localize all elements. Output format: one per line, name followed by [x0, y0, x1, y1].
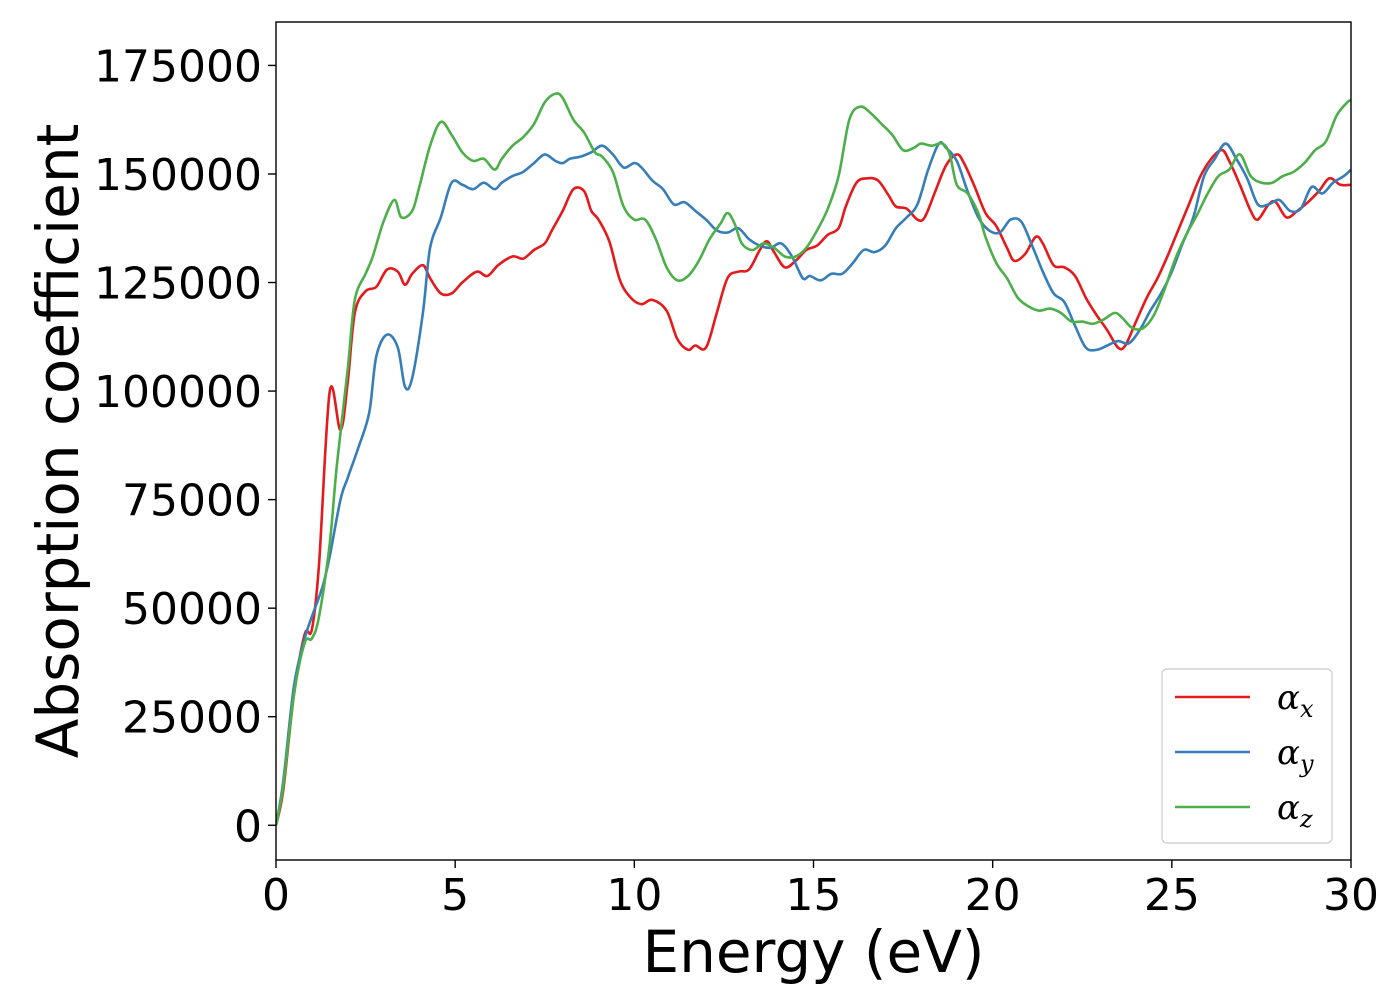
y-tick-label: 175000 — [94, 41, 262, 92]
legend-label: αy — [1277, 733, 1314, 778]
x-tick-label: 30 — [1323, 870, 1379, 921]
legend-subscript: z — [1299, 805, 1313, 833]
y-axis: 0 25000 50000 75000 100000 125000 150000 175000 — [94, 41, 276, 852]
x-tick-label: 10 — [606, 870, 662, 921]
x-tick-label: 5 — [441, 870, 469, 921]
legend-symbol: α — [1277, 678, 1300, 718]
y-tick-label: 25000 — [122, 693, 262, 744]
x-axis-title: Energy (eV) — [642, 918, 984, 986]
legend-box — [1161, 668, 1333, 844]
legend-subscript: x — [1300, 695, 1314, 723]
legend-symbol: α — [1277, 788, 1300, 828]
x-tick-label: 25 — [1144, 870, 1200, 921]
x-tick-label: 0 — [262, 870, 290, 921]
y-tick-label: 125000 — [94, 259, 262, 310]
series-line-x — [276, 148, 1351, 826]
x-tick-label: 20 — [965, 870, 1021, 921]
y-tick-label: 0 — [234, 801, 262, 852]
series-layer — [276, 92, 1351, 826]
x-axis: 0 5 10 15 20 25 30 — [262, 860, 1379, 921]
legend-subscript: y — [1299, 750, 1314, 778]
legend-symbol: α — [1277, 733, 1300, 773]
y-tick-label: 50000 — [122, 584, 262, 635]
legend-label: αz — [1277, 788, 1313, 833]
legend-label: αx — [1277, 678, 1314, 723]
series-line-z — [276, 92, 1351, 826]
y-tick-label: 100000 — [94, 367, 262, 418]
legend-item-x: αx — [1175, 678, 1314, 723]
y-axis-title: Absorption coefficient — [24, 124, 92, 759]
y-tick-label: 150000 — [94, 150, 262, 201]
y-tick-label: 75000 — [122, 476, 262, 527]
x-tick-label: 15 — [786, 870, 842, 921]
legend-item-z: αz — [1175, 788, 1313, 833]
legend-item-y: αy — [1175, 733, 1314, 778]
